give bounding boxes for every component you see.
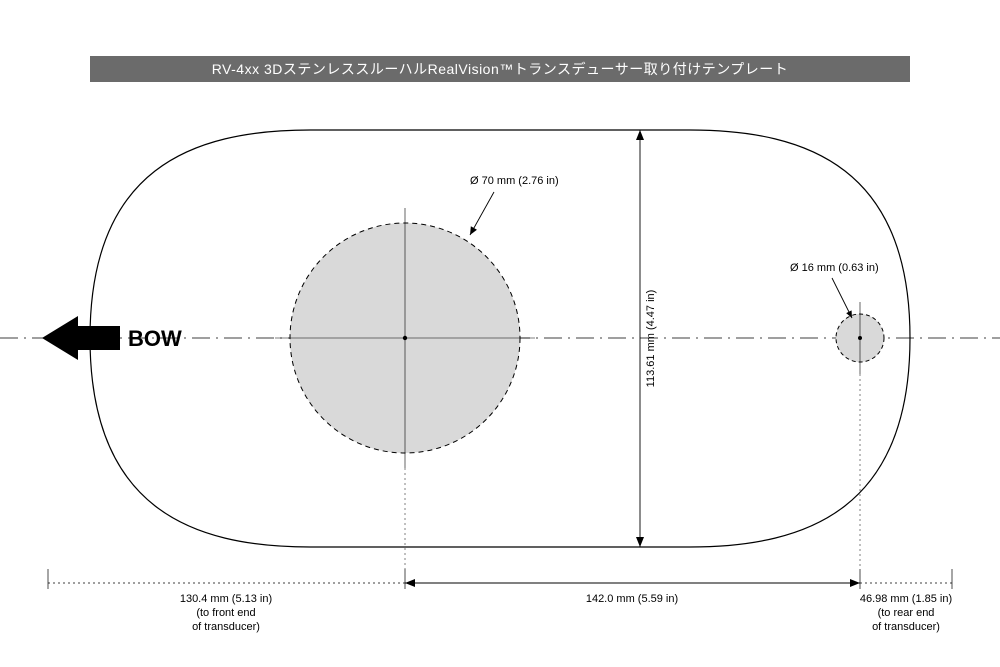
big-circle-label: Ø 70 mm (2.76 in) <box>470 175 559 187</box>
small-circle-label: Ø 16 mm (0.63 in) <box>790 262 879 274</box>
dim-left-label: 130.4 mm (5.13 in) (to front end of tran… <box>156 593 296 634</box>
vertical-dim-label: 113.61 mm (4.47 in) <box>645 290 657 388</box>
bow-label: BOW <box>128 326 182 352</box>
dim-middle-label: 142.0 mm (5.59 in) <box>562 593 702 607</box>
dim-right-label: 46.98 mm (1.85 in) (to rear end of trans… <box>836 593 976 634</box>
